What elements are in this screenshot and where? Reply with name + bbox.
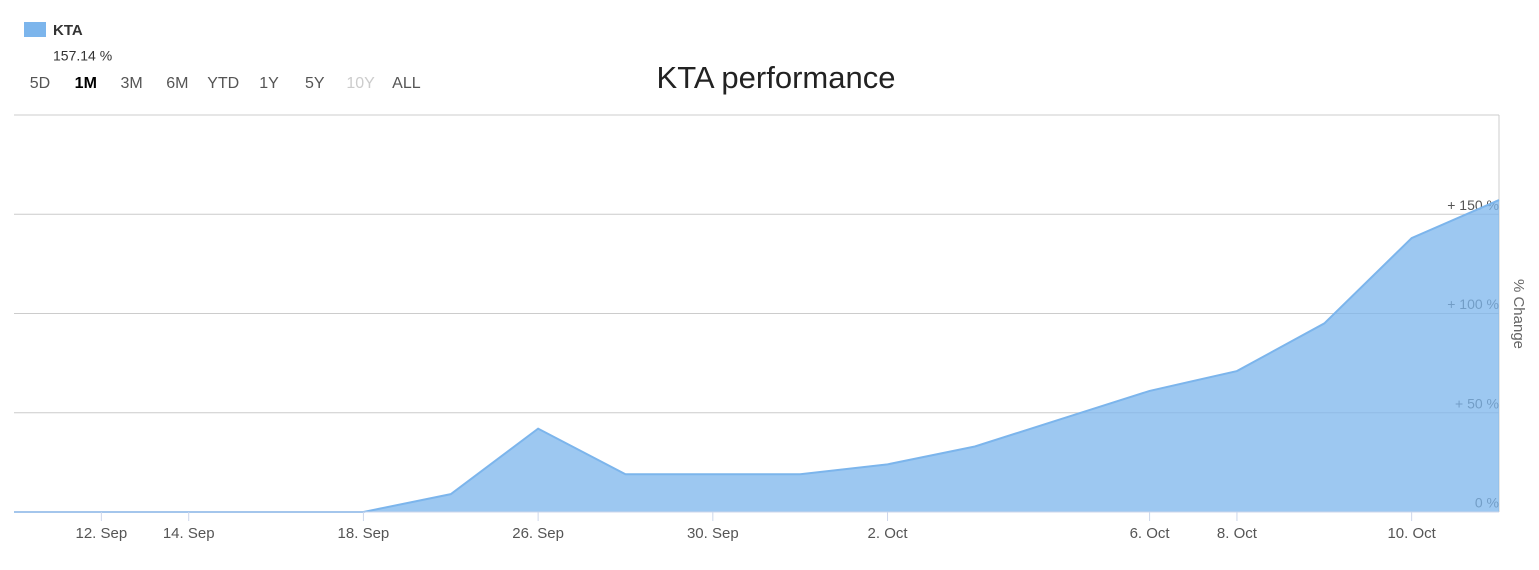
- range-button[interactable]: 1M: [75, 75, 97, 92]
- legend-value: 157.14 %: [53, 48, 112, 64]
- range-button[interactable]: 5D: [30, 75, 50, 92]
- legend-label[interactable]: KTA: [53, 22, 83, 39]
- range-button[interactable]: 5Y: [305, 75, 325, 92]
- range-button[interactable]: 6M: [166, 75, 188, 92]
- x-tick-label: 10. Oct: [1387, 525, 1436, 542]
- range-button[interactable]: YTD: [207, 75, 239, 92]
- x-tick-label: 30. Sep: [687, 525, 739, 542]
- range-button: 10Y: [346, 75, 375, 92]
- x-tick-label: 14. Sep: [163, 525, 215, 542]
- x-tick-label: 12. Sep: [75, 525, 127, 542]
- area: [14, 200, 1499, 513]
- legend-swatch[interactable]: [24, 22, 46, 37]
- range-button[interactable]: 3M: [120, 75, 142, 92]
- x-tick-label: 2. Oct: [868, 525, 909, 542]
- chart-title: KTA performance: [657, 60, 896, 95]
- range-button[interactable]: ALL: [392, 75, 421, 92]
- y-axis-title: % Change: [1510, 279, 1527, 349]
- x-tick-label: 6. Oct: [1130, 525, 1171, 542]
- x-tick-label: 8. Oct: [1217, 525, 1258, 542]
- x-tick-label: 26. Sep: [512, 525, 564, 542]
- x-tick-label: 18. Sep: [338, 525, 390, 542]
- range-button[interactable]: 1Y: [259, 75, 279, 92]
